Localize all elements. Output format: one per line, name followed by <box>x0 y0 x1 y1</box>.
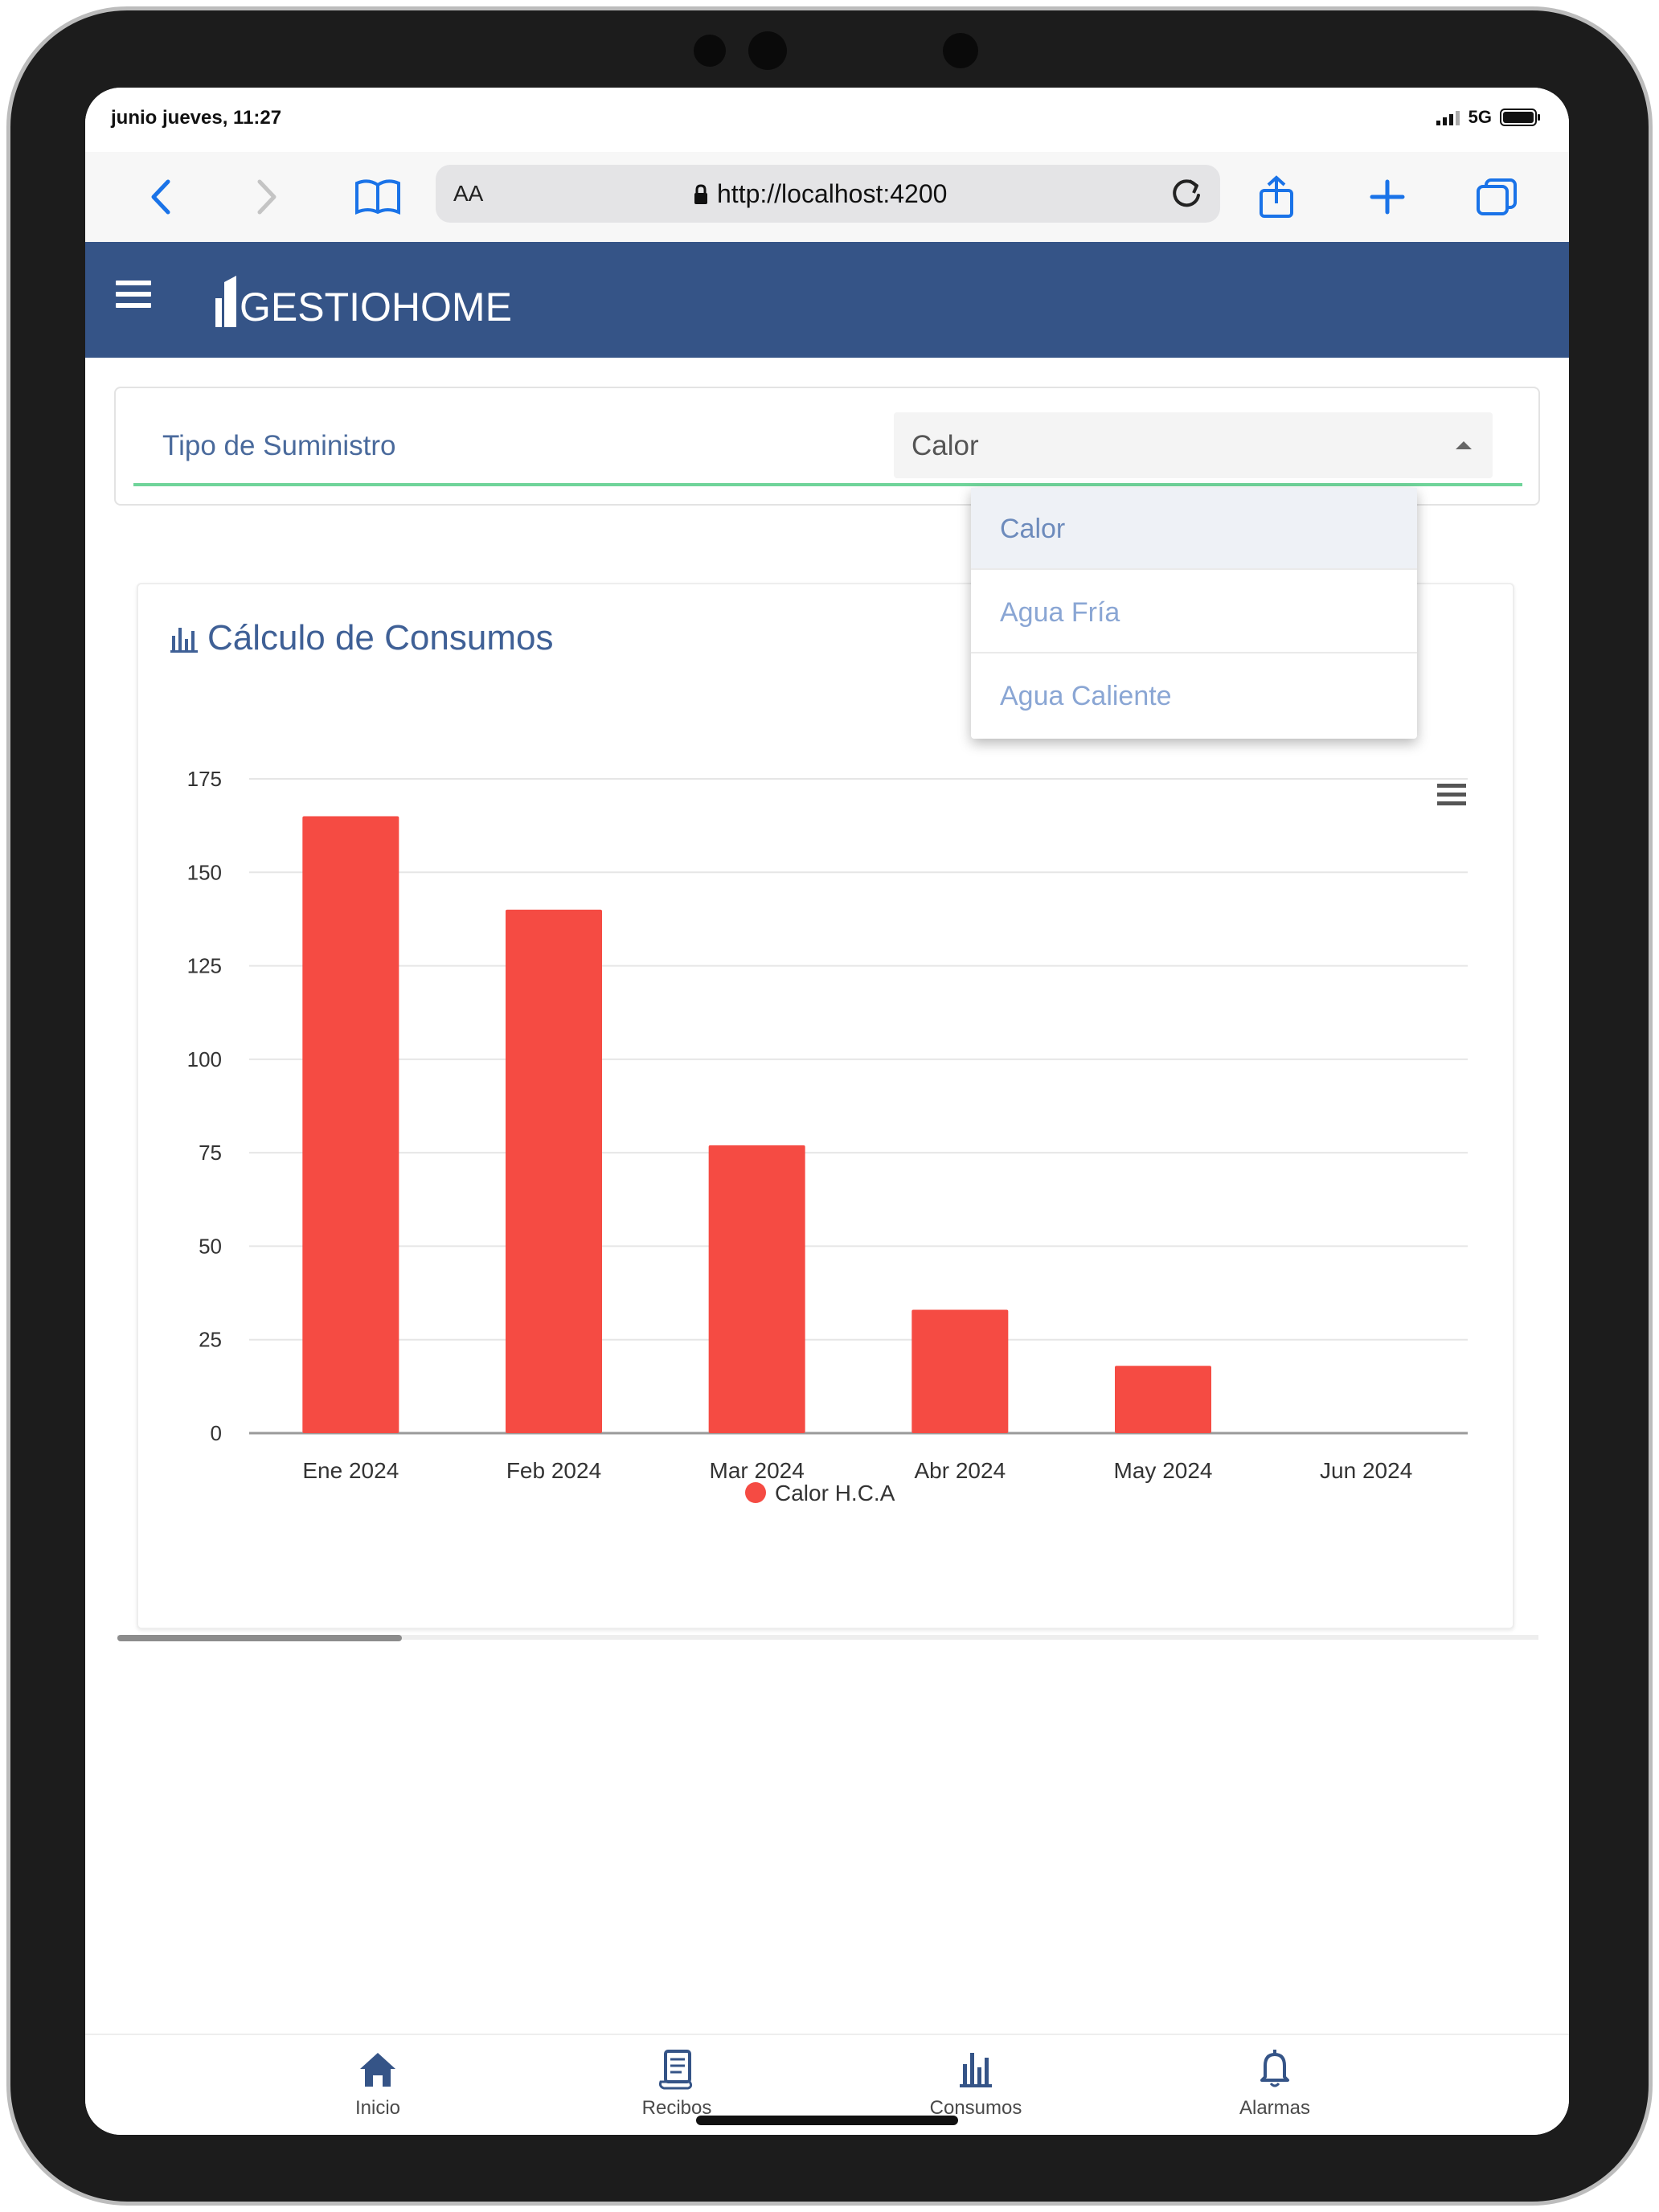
y-tick-label: 25 <box>199 1328 222 1352</box>
building-logo-icon <box>215 276 236 327</box>
bar <box>708 1145 805 1433</box>
y-tick-label: 0 <box>211 1421 222 1445</box>
bell-icon <box>1260 2050 1289 2087</box>
supply-type-label: Tipo de Suministro <box>162 430 396 461</box>
horizontal-scrollbar[interactable] <box>117 1635 1538 1640</box>
back-button[interactable] <box>137 173 185 221</box>
y-tick-label: 75 <box>199 1141 222 1165</box>
network-label: 5G <box>1468 107 1492 127</box>
camera-icon <box>748 31 787 70</box>
battery-icon <box>1500 109 1540 126</box>
select-underline <box>133 483 1522 486</box>
option-agua-fria[interactable]: Agua Fría <box>971 571 1417 653</box>
tab-label: Recibos <box>641 2097 712 2119</box>
y-tick-label: 100 <box>187 1047 222 1071</box>
y-tick-label: 50 <box>199 1234 222 1258</box>
forward-button[interactable] <box>243 173 291 221</box>
status-indicators: 5G <box>1436 107 1542 128</box>
share-button[interactable] <box>1252 173 1301 221</box>
supply-type-value: Calor <box>911 430 979 461</box>
brand-name: GESTIOHOME <box>240 285 512 330</box>
url-text: http://localhost:4200 <box>717 179 948 208</box>
option-agua-caliente[interactable]: Agua Caliente <box>971 655 1417 737</box>
tabs-button[interactable] <box>1473 173 1521 221</box>
chart-export-menu-button[interactable] <box>1437 784 1466 808</box>
supply-type-select[interactable]: Calor <box>894 412 1493 478</box>
x-tick-label: Jun 2024 <box>1320 1458 1412 1483</box>
tab-label: Consumos <box>929 2097 1022 2119</box>
share-icon <box>1260 175 1293 218</box>
legend-label: Calor H.C.A <box>775 1481 895 1505</box>
menu-button[interactable] <box>116 281 151 308</box>
tab-consumos[interactable]: Consumos <box>895 2046 1056 2127</box>
home-icon <box>360 2053 395 2087</box>
bar-chart: 0 25 50 75 100 125 150 175 Ene 2024 Feb 2024 Mar 2… <box>187 767 1468 1505</box>
x-tick-label: May 2024 <box>1114 1458 1213 1483</box>
tab-inicio[interactable]: Inicio <box>297 2046 458 2127</box>
supply-type-dropdown: Calor Agua Fría Agua Caliente <box>971 488 1417 739</box>
consumption-chart-card: Cálculo de Consumos 0 25 50 75 100 125 150 175 E… <box>137 583 1514 1629</box>
x-tick-label: Feb 2024 <box>506 1458 601 1483</box>
status-bar: junio jueves, 11:27 5G <box>85 88 1569 152</box>
x-tick-label: Abr 2024 <box>915 1458 1006 1483</box>
reload-icon <box>1173 179 1200 207</box>
y-tick-label: 125 <box>187 954 222 978</box>
supply-filter-card: Tipo de Suministro Calor <box>114 387 1540 506</box>
option-label: Calor <box>1000 514 1066 544</box>
bar <box>1115 1366 1211 1433</box>
app-header: GESTIOHOME <box>85 242 1569 358</box>
bar-chart-icon <box>960 2053 992 2087</box>
receipt-icon <box>659 2050 693 2090</box>
bar <box>911 1309 1009 1433</box>
bar-chart-icon <box>170 628 198 653</box>
x-tick-label: Ene 2024 <box>302 1458 399 1483</box>
chevron-left-icon <box>151 179 170 215</box>
tab-label: Alarmas <box>1239 2097 1311 2119</box>
new-tab-button[interactable] <box>1363 173 1411 221</box>
signal-icon <box>1436 111 1460 125</box>
lock-icon <box>694 183 707 204</box>
tabs-icon <box>1477 178 1517 215</box>
url-field[interactable]: http://localhost:4200 <box>693 179 947 209</box>
horizontal-scrollbar-thumb[interactable] <box>117 1635 402 1641</box>
option-label: Agua Fría <box>1000 597 1120 628</box>
reload-button[interactable] <box>1167 174 1206 213</box>
chevron-right-icon <box>257 179 276 215</box>
bookmarks-button[interactable] <box>354 173 402 221</box>
brand-logo[interactable]: GESTIOHOME <box>215 271 512 327</box>
bar <box>302 816 399 1433</box>
home-indicator <box>696 2116 958 2125</box>
tab-alarmas[interactable]: Alarmas <box>1194 2046 1355 2127</box>
book-icon <box>355 179 400 215</box>
status-time: junio jueves, 11:27 <box>111 107 282 129</box>
tab-label: Inicio <box>354 2097 401 2119</box>
sensor-icon <box>694 35 726 67</box>
y-tick-label: 150 <box>187 860 222 884</box>
y-tick-label: 175 <box>187 767 222 791</box>
legend-marker <box>745 1482 766 1503</box>
address-bar[interactable]: AA http://localhost:4200 <box>436 165 1220 223</box>
x-tick-label: Mar 2024 <box>710 1458 805 1483</box>
plus-icon <box>1370 179 1405 215</box>
bar <box>506 909 602 1433</box>
sensor-icon <box>943 33 978 68</box>
tab-recibos[interactable]: Recibos <box>596 2046 757 2127</box>
option-calor[interactable]: Calor <box>971 488 1417 570</box>
option-label: Agua Caliente <box>1000 681 1172 711</box>
chart-title: Cálculo de Consumos <box>170 618 553 658</box>
caret-up-icon <box>1456 441 1472 449</box>
reader-text-button[interactable]: AA <box>453 181 484 206</box>
device-screen: junio jueves, 11:27 5G AA htt <box>85 88 1569 2135</box>
chart-title-text: Cálculo de Consumos <box>207 618 554 657</box>
